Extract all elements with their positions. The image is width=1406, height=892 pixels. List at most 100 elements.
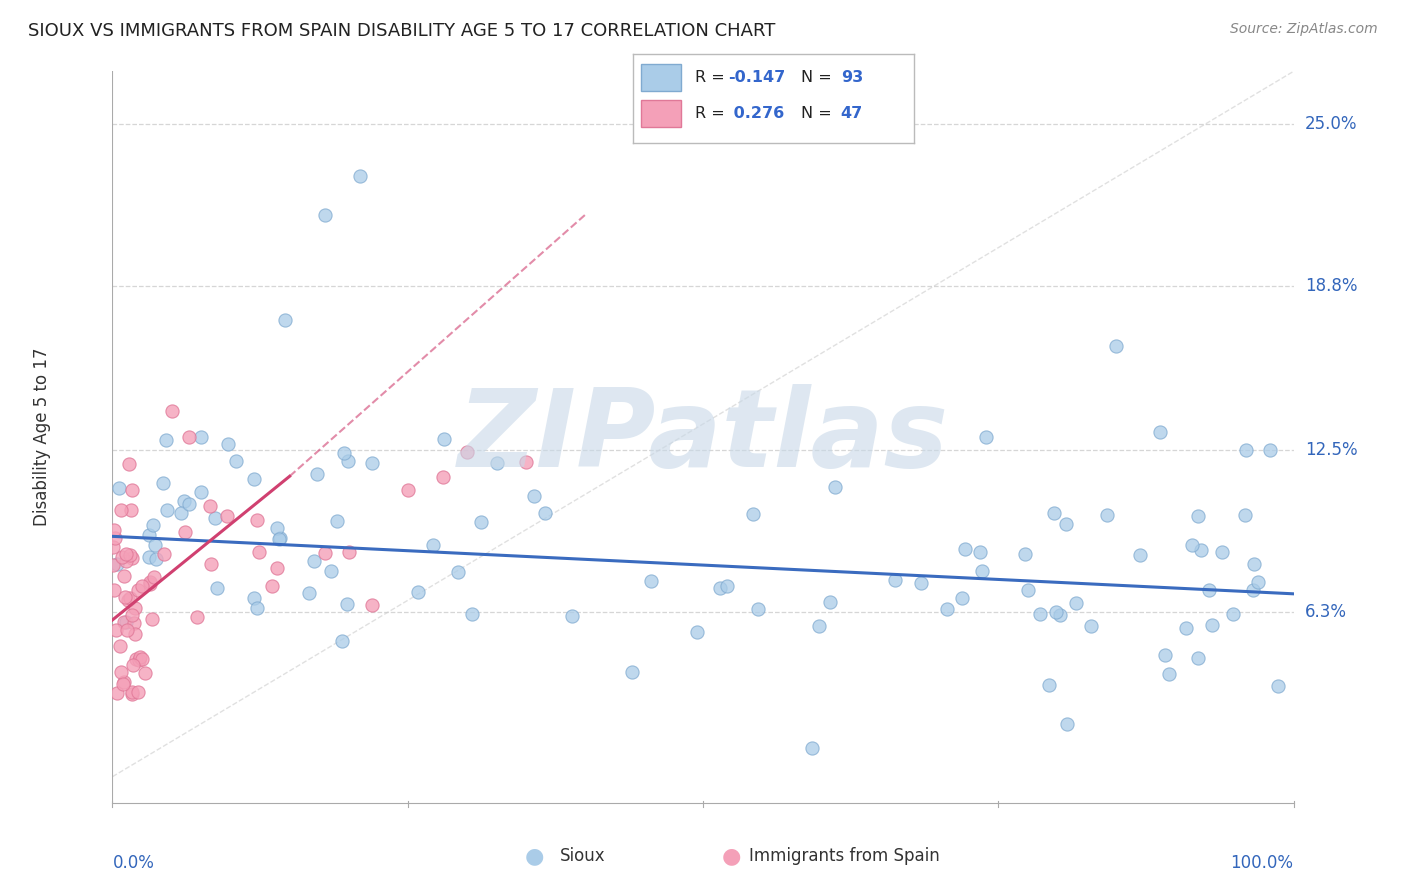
Point [1105, 339, 1128, 353]
Point [104, 623, 127, 637]
Point [120, 591, 142, 605]
Text: -0.147: -0.147 [728, 70, 786, 85]
Point [243, 591, 266, 605]
Point [145, 538, 167, 552]
Point [1038, 678, 1060, 692]
Point [139, 576, 162, 591]
Point [121, 607, 143, 622]
Point [179, 497, 201, 511]
Point [118, 458, 141, 472]
Point [104, 531, 127, 545]
Point [115, 547, 138, 561]
Text: Immigrants from Spain: Immigrants from Spain [749, 847, 941, 865]
Point [107, 686, 129, 700]
Point [1175, 621, 1198, 635]
Point [156, 502, 179, 516]
Point [179, 430, 201, 444]
Point [1017, 582, 1039, 597]
Point [1056, 717, 1078, 731]
Point [124, 600, 146, 615]
Point [269, 532, 291, 546]
Point [246, 513, 269, 527]
Point [110, 502, 132, 516]
Point [121, 685, 143, 699]
Point [396, 483, 419, 498]
Point [103, 523, 125, 537]
Point [1211, 545, 1233, 559]
Point [138, 528, 160, 542]
Point [534, 506, 557, 520]
Point [307, 467, 329, 481]
Text: 25.0%: 25.0% [1305, 114, 1357, 133]
Point [112, 675, 135, 690]
Point [470, 515, 492, 529]
Point [330, 634, 353, 648]
Point [1201, 617, 1223, 632]
Point [129, 649, 152, 664]
Point [267, 532, 290, 546]
Point [1159, 666, 1181, 681]
Point [560, 609, 582, 624]
Text: 0.0%: 0.0% [112, 854, 155, 872]
Point [422, 538, 444, 552]
Point [1154, 648, 1177, 662]
Point [1045, 605, 1067, 619]
Point [174, 525, 197, 540]
Point [200, 557, 222, 571]
Point [1129, 548, 1152, 562]
Point [910, 576, 932, 591]
Point [337, 545, 360, 559]
Point [138, 549, 160, 564]
Point [976, 430, 998, 444]
Point [142, 517, 165, 532]
Point [124, 615, 146, 630]
Point [709, 581, 731, 595]
Point [361, 598, 384, 612]
Point [108, 639, 131, 653]
Point [141, 612, 163, 626]
Point [1267, 679, 1289, 693]
Point [112, 569, 135, 583]
Point [243, 472, 266, 486]
Point [801, 741, 824, 756]
Text: ZIPatlas: ZIPatlas [457, 384, 949, 490]
Point [125, 652, 148, 666]
Point [101, 540, 124, 554]
Text: 12.5%: 12.5% [1305, 442, 1357, 459]
Text: 93: 93 [841, 70, 863, 85]
Point [204, 511, 226, 525]
Point [160, 404, 183, 418]
Point [936, 602, 959, 616]
Point [1043, 506, 1066, 520]
Point [406, 584, 429, 599]
Point [260, 579, 283, 593]
Point [1246, 575, 1268, 590]
Point [824, 480, 846, 494]
Point [456, 445, 478, 459]
Point [131, 579, 153, 593]
Point [127, 685, 149, 699]
Text: Source: ZipAtlas.com: Source: ZipAtlas.com [1230, 22, 1378, 37]
Point [1181, 538, 1204, 552]
Point [108, 482, 131, 496]
Point [432, 470, 454, 484]
Point [1149, 425, 1171, 440]
Point [1049, 608, 1071, 623]
Point [134, 665, 156, 680]
Point [747, 602, 769, 616]
Point [247, 545, 270, 559]
Point [274, 312, 297, 326]
Point [336, 597, 359, 611]
Point [1241, 583, 1264, 598]
Point [121, 483, 143, 497]
Point [485, 456, 508, 470]
Point [742, 507, 765, 521]
Point [153, 548, 176, 562]
Point [266, 521, 288, 535]
Point [515, 455, 537, 469]
Point [298, 586, 321, 600]
Point [143, 570, 166, 584]
Point [1222, 607, 1244, 621]
Point [807, 619, 830, 633]
Point [1198, 582, 1220, 597]
